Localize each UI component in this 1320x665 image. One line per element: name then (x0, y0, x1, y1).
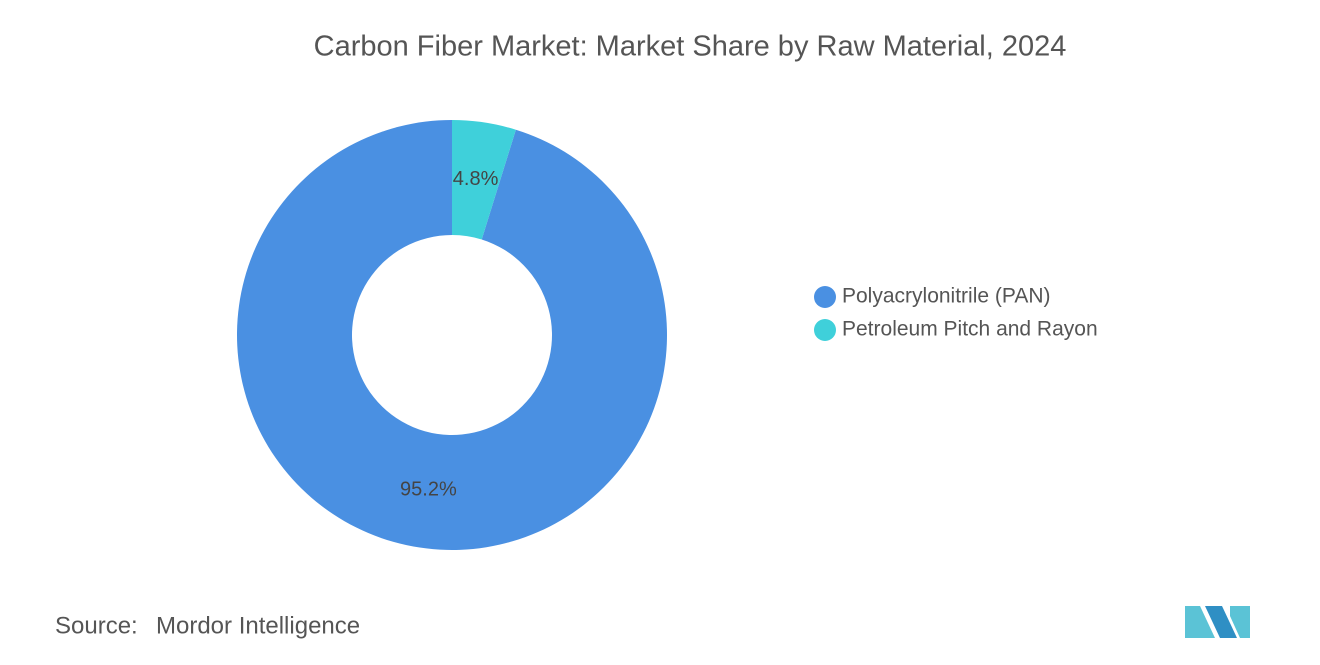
legend-marker (814, 319, 836, 341)
donut-slice (452, 120, 516, 240)
logo (1185, 606, 1250, 638)
source-label: Source: (55, 612, 138, 639)
source: Mordor Intelligence (156, 612, 360, 639)
data-label: 95.2% (400, 478, 457, 500)
legend-label: Polyacrylonitrile (PAN) (842, 285, 1051, 308)
data-label: 4.8% (453, 168, 499, 190)
legend-label: Petroleum Pitch and Rayon (842, 318, 1098, 341)
chart-title: Carbon Fiber Market: Market Share by Raw… (314, 31, 1067, 63)
legend-marker (814, 286, 836, 308)
donut-slice (237, 120, 668, 551)
